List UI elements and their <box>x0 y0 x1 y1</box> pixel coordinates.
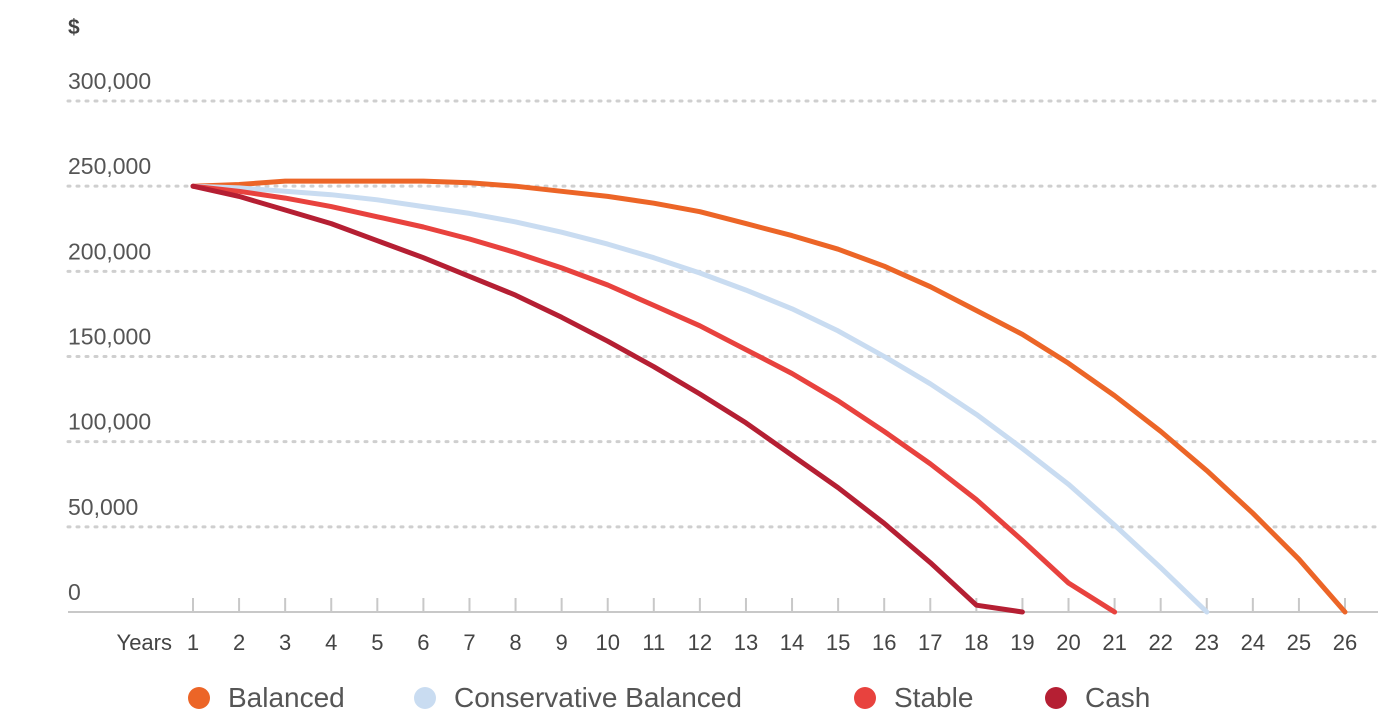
x-tick-label: 10 <box>595 630 619 655</box>
x-tick-label: 26 <box>1333 630 1357 655</box>
series-line-conservative-balanced <box>190 183 1210 615</box>
x-tick-label: 20 <box>1056 630 1080 655</box>
x-tick-label: 25 <box>1287 630 1311 655</box>
x-tick-label: 2 <box>233 630 245 655</box>
y-tick-label: 300,000 <box>68 68 151 94</box>
legend-item-cash: Cash <box>1045 676 1150 720</box>
x-tick-label: 3 <box>279 630 291 655</box>
x-tick-label: 5 <box>371 630 383 655</box>
y-tick-label: 250,000 <box>68 153 151 179</box>
series-line-balanced <box>190 178 1348 615</box>
x-tick-label: 12 <box>688 630 712 655</box>
y-tick-label: 100,000 <box>68 409 151 435</box>
x-tick-label: 1 <box>187 630 199 655</box>
x-tick-label: 11 <box>642 630 665 655</box>
x-tick-label: 9 <box>556 630 568 655</box>
legend-dot-stable <box>854 687 876 709</box>
legend-item-stable: Stable <box>854 676 973 720</box>
legend-dot-conservative-balanced <box>414 687 436 709</box>
x-axis <box>68 598 1378 613</box>
y-axis-label: $ <box>68 16 80 39</box>
legend-label-stable: Stable <box>894 682 974 713</box>
x-tick-labels: 1 2 3 4 5 6 7 8 9 10 11 12 13 14 15 16 17 18 19 20 21 22 23 24 2… <box>187 630 1357 655</box>
x-tick-label: 19 <box>1010 630 1034 655</box>
x-tick-label: 24 <box>1241 630 1265 655</box>
x-tick-label: 15 <box>826 630 850 655</box>
x-tick-label: 17 <box>918 630 942 655</box>
legend-label-balanced: Balanced <box>228 682 345 713</box>
y-tick-label: 150,000 <box>68 324 151 350</box>
x-tick-label: 18 <box>964 630 988 655</box>
x-tick-label: 23 <box>1195 630 1219 655</box>
y-tick-label: 0 <box>68 579 81 605</box>
legend-dot-balanced <box>188 687 210 709</box>
y-tick-label: 200,000 <box>68 238 151 264</box>
legend-item-balanced: Balanced <box>188 676 345 720</box>
x-tick-label: 6 <box>417 630 429 655</box>
x-tick-label: 22 <box>1148 630 1172 655</box>
legend-dot-cash <box>1045 687 1067 709</box>
y-tick-label: 50,000 <box>68 494 138 520</box>
x-tick-label: 21 <box>1102 630 1126 655</box>
legend-item-conservative-balanced: Conservative Balanced <box>414 676 742 720</box>
legend: Balanced Conservative Balanced Stable Ca… <box>0 676 1400 722</box>
x-tick-label: 8 <box>509 630 521 655</box>
series-line-cash <box>190 183 1025 615</box>
x-tick-label: 13 <box>734 630 758 655</box>
series-line-stable <box>190 183 1118 615</box>
gridlines <box>66 99 1380 529</box>
x-tick-label: 7 <box>463 630 475 655</box>
x-tick-label: 16 <box>872 630 896 655</box>
y-tick-labels: 0 50,000 100,000 150,000 200,000 250,000 300,0… <box>68 68 151 605</box>
x-tick-label: 14 <box>780 630 804 655</box>
legend-label-cash: Cash <box>1085 682 1151 713</box>
x-tick-label: 4 <box>325 630 337 655</box>
x-axis-label: Years <box>117 630 172 655</box>
series-lines <box>190 178 1348 615</box>
legend-label-conservative-balanced: Conservative Balanced <box>454 682 742 713</box>
